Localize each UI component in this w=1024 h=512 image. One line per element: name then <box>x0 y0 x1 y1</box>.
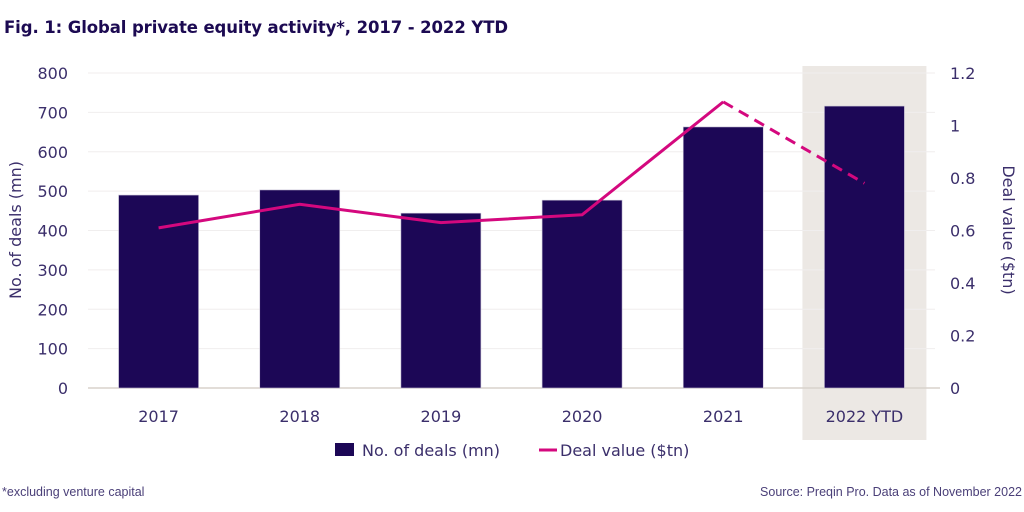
x-tick-label: 2017 <box>138 407 179 426</box>
x-tick-label: 2020 <box>562 407 603 426</box>
left-tick-label: 0 <box>58 379 68 398</box>
bar-2021 <box>682 126 764 389</box>
legend-swatch-deals <box>335 443 354 456</box>
left-tick-label: 200 <box>37 300 68 319</box>
left-axis-ticks: 0 100 200 300 400 500 600 700 800 <box>37 64 68 398</box>
right-tick-label: 0.8 <box>950 169 975 188</box>
right-axis-label: Deal value ($tn) <box>999 165 1018 294</box>
x-tick-label: 2019 <box>421 407 462 426</box>
left-tick-label: 800 <box>37 64 68 83</box>
right-tick-label: 0 <box>950 379 960 398</box>
legend: No. of deals (mn) Deal value ($tn) <box>335 441 689 460</box>
bar-2020 <box>541 199 623 389</box>
footnote: *excluding venture capital <box>2 485 145 499</box>
right-tick-label: 0.6 <box>950 222 975 241</box>
bars <box>118 105 905 389</box>
chart-title: Fig. 1: Global private equity activity*,… <box>4 18 508 37</box>
x-tick-label: 2021 <box>703 407 744 426</box>
deal-value-line <box>158 100 866 230</box>
bar-2019 <box>400 212 482 389</box>
right-tick-label: 0.2 <box>950 327 975 346</box>
x-tick-label: 2022 YTD <box>826 407 904 426</box>
left-tick-label: 700 <box>37 103 68 122</box>
right-tick-label: 1.2 <box>950 64 975 83</box>
gridlines <box>88 72 940 389</box>
right-axis-ticks: 0 0.2 0.4 0.6 0.8 1 1.2 <box>950 64 975 398</box>
deal-value-line-solid <box>158 100 725 230</box>
legend-label-deals: No. of deals (mn) <box>362 441 500 460</box>
source-note: Source: Preqin Pro. Data as of November … <box>760 485 1022 499</box>
left-tick-label: 500 <box>37 182 68 201</box>
left-tick-label: 300 <box>37 261 68 280</box>
x-tick-label: 2018 <box>279 407 320 426</box>
left-tick-label: 100 <box>37 340 68 359</box>
right-tick-label: 1 <box>950 117 960 136</box>
left-tick-label: 600 <box>37 143 68 162</box>
right-tick-label: 0.4 <box>950 274 975 293</box>
bar-2022-ytd <box>824 105 905 389</box>
left-axis-label: No. of deals (mn) <box>6 161 25 299</box>
x-axis-ticks: 2017 2018 2019 2020 2021 2022 YTD <box>138 407 903 426</box>
left-tick-label: 400 <box>37 222 68 241</box>
bar-2018 <box>259 189 341 389</box>
deal-value-line-dashed <box>722 100 866 185</box>
legend-label-value: Deal value ($tn) <box>560 441 689 460</box>
